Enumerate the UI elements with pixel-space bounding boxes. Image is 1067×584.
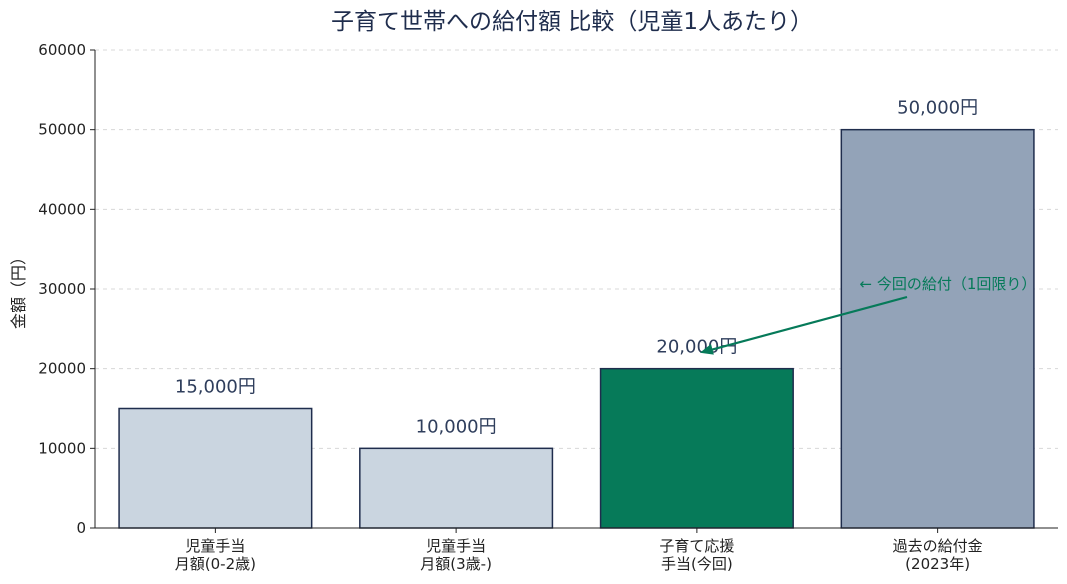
- data-label: 50,000円: [897, 98, 978, 119]
- data-label: 10,000円: [416, 416, 497, 437]
- y-tick-label: 0: [76, 519, 86, 537]
- bar: [359, 447, 554, 529]
- annotation: ← 今回の給付（1回限り）: [699, 275, 1037, 355]
- bar: [118, 407, 313, 529]
- annotation-arrowhead: [699, 344, 714, 355]
- bar: [599, 367, 794, 529]
- x-tick-label-line: 月額(3歳-): [420, 555, 492, 573]
- y-ticks: 0 10000 20000 30000 40000 50000 60000: [38, 41, 95, 537]
- x-tick-label: 児童手当月額(0-2歳): [175, 537, 256, 573]
- x-tick-label: 過去の給付金(2023年): [893, 537, 983, 573]
- x-tick-label-line: 児童手当: [185, 537, 245, 555]
- annotation-arrow: [709, 295, 908, 352]
- data-label: 15,000円: [175, 377, 256, 398]
- y-tick-label: 60000: [38, 41, 86, 59]
- y-tick-label: 30000: [38, 280, 86, 298]
- y-tick-label: 50000: [38, 121, 86, 139]
- y-axis-label: 金額（円）: [9, 249, 28, 329]
- data-label: 20,000円: [656, 337, 737, 358]
- y-tick-label: 20000: [38, 360, 86, 378]
- x-tick-label: 児童手当月額(3歳-): [420, 537, 492, 573]
- x-tick-label: 子育て応援手当(今回): [659, 537, 734, 573]
- data-labels: 15,000円 10,000円 20,000円 50,000円: [175, 98, 978, 438]
- x-tick-label-line: 児童手当: [426, 537, 486, 555]
- x-tick-label-line: 手当(今回): [661, 555, 733, 573]
- x-tick-label-line: (2023年): [905, 555, 970, 573]
- annotation-text: ← 今回の給付（1回限り）: [860, 275, 1037, 293]
- x-tick-label-line: 月額(0-2歳): [175, 555, 256, 573]
- x-ticks: 児童手当月額(0-2歳)児童手当月額(3歳-)子育て応援手当(今回)過去の給付金…: [175, 528, 983, 573]
- y-tick-label: 40000: [38, 200, 86, 218]
- x-tick-label-line: 子育て応援: [659, 537, 734, 555]
- bars: [118, 128, 1035, 529]
- y-tick-label: 10000: [38, 439, 86, 457]
- bar: [840, 128, 1035, 529]
- x-tick-label-line: 過去の給付金: [893, 537, 983, 555]
- chart-title: 子育て世帯への給付額 比較（児童1人あたり）: [331, 9, 813, 35]
